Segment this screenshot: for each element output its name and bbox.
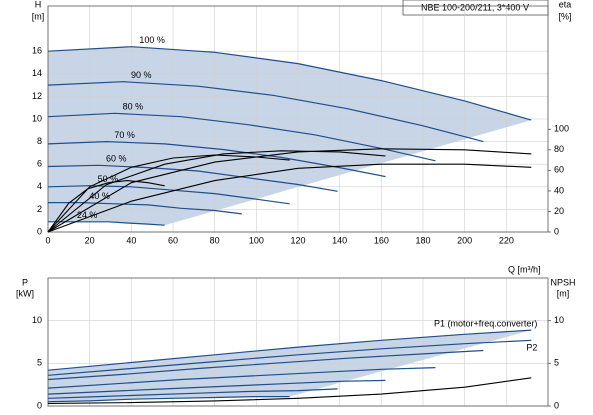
curve-label: 60 % <box>106 154 127 164</box>
curve-label: 100 % <box>139 35 165 45</box>
x-tick-label: 100 <box>249 235 264 245</box>
y-axis-label: P <box>22 277 28 287</box>
curve <box>47 396 290 403</box>
y2-axis-unit: [m] <box>557 288 570 298</box>
x-axis-label: Q [m³/h] <box>508 264 541 274</box>
curve-label: 40 % <box>89 191 110 201</box>
operating-area <box>48 46 532 226</box>
y-tick-label: 5 <box>37 358 42 368</box>
y2-tick-label: 10 <box>554 315 564 325</box>
plot-frame <box>47 5 549 233</box>
plot-frame <box>47 277 549 407</box>
y-tick-label: 16 <box>32 46 42 56</box>
curve <box>47 329 532 371</box>
y-axis-unit: [m] <box>32 11 45 21</box>
secondary-curve <box>47 163 532 233</box>
y-tick-label: 10 <box>32 315 42 325</box>
curve-label: 70 % <box>114 130 135 140</box>
y-tick-label: 0 <box>37 400 42 410</box>
y-tick-label: 12 <box>32 91 42 101</box>
secondary-curve <box>47 377 532 404</box>
curve-label: 80 % <box>123 102 144 112</box>
y2-tick-label: 5 <box>554 358 559 368</box>
x-tick-label: 180 <box>415 235 430 245</box>
curve <box>47 339 532 376</box>
y-tick-label: 10 <box>32 113 42 123</box>
chart-title: NBE 100-200/211, 3*400 V <box>421 2 529 12</box>
y2-axis-label: eta <box>559 0 572 9</box>
y2-axis-unit: [%] <box>558 11 571 21</box>
curve-label: 90 % <box>131 70 152 80</box>
y2-tick-label: 40 <box>554 185 564 195</box>
x-tick-label: 140 <box>332 235 347 245</box>
x-tick-label: 200 <box>457 235 472 245</box>
curve <box>47 46 532 121</box>
y-axis-unit: [kW] <box>16 288 34 298</box>
y2-tick-label: 20 <box>554 206 564 216</box>
x-tick-label: 60 <box>168 235 178 245</box>
curve <box>47 379 386 395</box>
y-tick-label: 2 <box>37 204 42 214</box>
x-tick-label: 220 <box>499 235 514 245</box>
curve-label: P2 <box>526 343 537 353</box>
x-tick-label: 120 <box>290 235 305 245</box>
operating-area <box>48 330 532 402</box>
curve <box>48 202 242 215</box>
x-tick-label: 40 <box>126 235 136 245</box>
curve <box>47 388 338 399</box>
secondary-curve <box>47 180 165 233</box>
curve-label: 50 % <box>98 174 119 184</box>
curve-label: 24 % <box>77 210 98 220</box>
y2-tick-label: 80 <box>554 144 564 154</box>
y-axis-label: H <box>35 0 42 9</box>
y-tick-label: 6 <box>37 159 42 169</box>
secondary-curve <box>47 148 532 233</box>
x-tick-label: 0 <box>45 235 50 245</box>
y2-tick-label: 100 <box>554 124 569 134</box>
x-tick-label: 80 <box>210 235 220 245</box>
curve <box>47 140 386 178</box>
y-tick-label: 0 <box>37 226 42 236</box>
y2-tick-label: 0 <box>554 400 559 410</box>
secondary-curve <box>47 150 386 233</box>
y-tick-label: 14 <box>32 68 42 78</box>
y2-tick-label: 60 <box>554 165 564 175</box>
curve <box>47 81 484 143</box>
curve <box>47 367 436 389</box>
curve <box>48 221 165 226</box>
y2-tick-label: 0 <box>554 226 559 236</box>
curve-label: P1 (motor+freq.converter) <box>434 318 537 328</box>
curve <box>47 164 338 192</box>
y-tick-label: 8 <box>37 136 42 146</box>
y2-axis-label: NPSH <box>550 277 575 287</box>
secondary-curve <box>47 154 290 233</box>
x-tick-label: 160 <box>374 235 389 245</box>
y-tick-label: 4 <box>37 181 42 191</box>
curve <box>47 349 484 381</box>
x-tick-label: 20 <box>85 235 95 245</box>
curve <box>47 185 290 205</box>
